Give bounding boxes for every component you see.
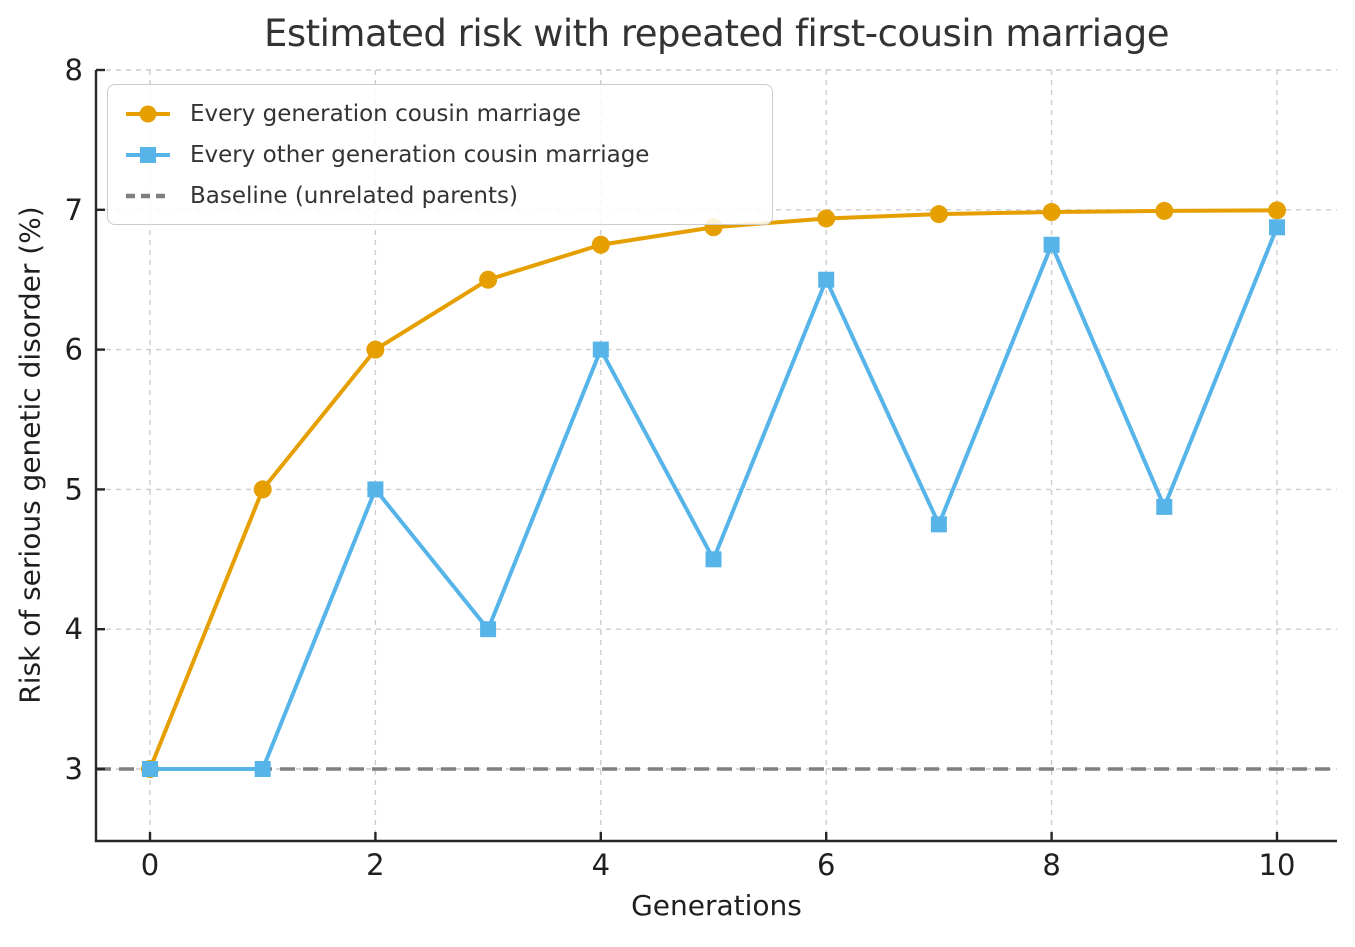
x-tick-label: 4 — [592, 848, 610, 882]
series-1 — [142, 219, 1285, 777]
legend-label: Every other generation cousin marriage — [190, 141, 650, 168]
legend-label: Every generation cousin marriage — [190, 100, 581, 127]
legend-item-every-other-generation: Every other generation cousin marriage — [124, 134, 756, 175]
x-tick-label: 10 — [1259, 848, 1296, 882]
y-tick-label: 3 — [65, 752, 83, 786]
legend: Every generation cousin marriage Every o… — [107, 84, 773, 225]
x-tick-label: 2 — [366, 848, 384, 882]
data-point-marker — [705, 551, 722, 568]
data-point-marker — [142, 761, 158, 777]
x-axis-title: Generations — [631, 889, 802, 922]
data-point-marker — [367, 481, 384, 498]
data-point-marker — [1155, 201, 1174, 220]
legend-label: Baseline (unrelated parents) — [190, 182, 518, 209]
data-point-marker — [1042, 203, 1061, 222]
data-point-marker — [592, 341, 609, 358]
x-tick-label: 6 — [817, 848, 835, 882]
data-point-marker — [254, 761, 271, 777]
series-line — [148, 225, 1279, 771]
tick-labels: 0 2 4 6 8 10 3 4 5 6 7 8 — [65, 53, 1296, 882]
data-point-marker — [818, 271, 835, 288]
data-point-marker — [930, 516, 947, 533]
y-tick-label: 5 — [65, 472, 83, 506]
x-tick-label: 8 — [1042, 848, 1060, 882]
data-point-marker — [480, 621, 497, 638]
legend-item-baseline: Baseline (unrelated parents) — [124, 175, 756, 216]
line-square-marker-icon — [126, 146, 170, 163]
data-point-marker — [253, 480, 272, 499]
data-point-marker — [1268, 201, 1286, 220]
axes-spines — [94, 68, 1337, 843]
line-circle-marker-icon — [126, 105, 170, 122]
y-tick-label: 7 — [65, 193, 83, 227]
data-point-marker — [1156, 498, 1173, 515]
series-0 — [141, 201, 1286, 778]
data-point-marker — [1043, 236, 1060, 253]
data-point-marker — [817, 209, 836, 228]
dashed-line-icon — [126, 193, 170, 198]
data-point-marker — [366, 340, 385, 359]
y-tick-label: 4 — [65, 612, 83, 646]
data-point-marker — [479, 270, 498, 289]
y-tick-label: 6 — [65, 333, 83, 367]
y-tick-label: 8 — [65, 53, 83, 87]
x-tick-label: 0 — [141, 848, 159, 882]
y-axis-title: Risk of serious genetic disorder (%) — [13, 206, 47, 704]
data-point-marker — [591, 235, 610, 254]
legend-item-every-generation: Every generation cousin marriage — [124, 93, 756, 134]
chart-title: Estimated risk with repeated first-cousi… — [263, 12, 1170, 55]
data-point-marker — [1269, 219, 1285, 236]
data-point-marker — [929, 205, 948, 224]
